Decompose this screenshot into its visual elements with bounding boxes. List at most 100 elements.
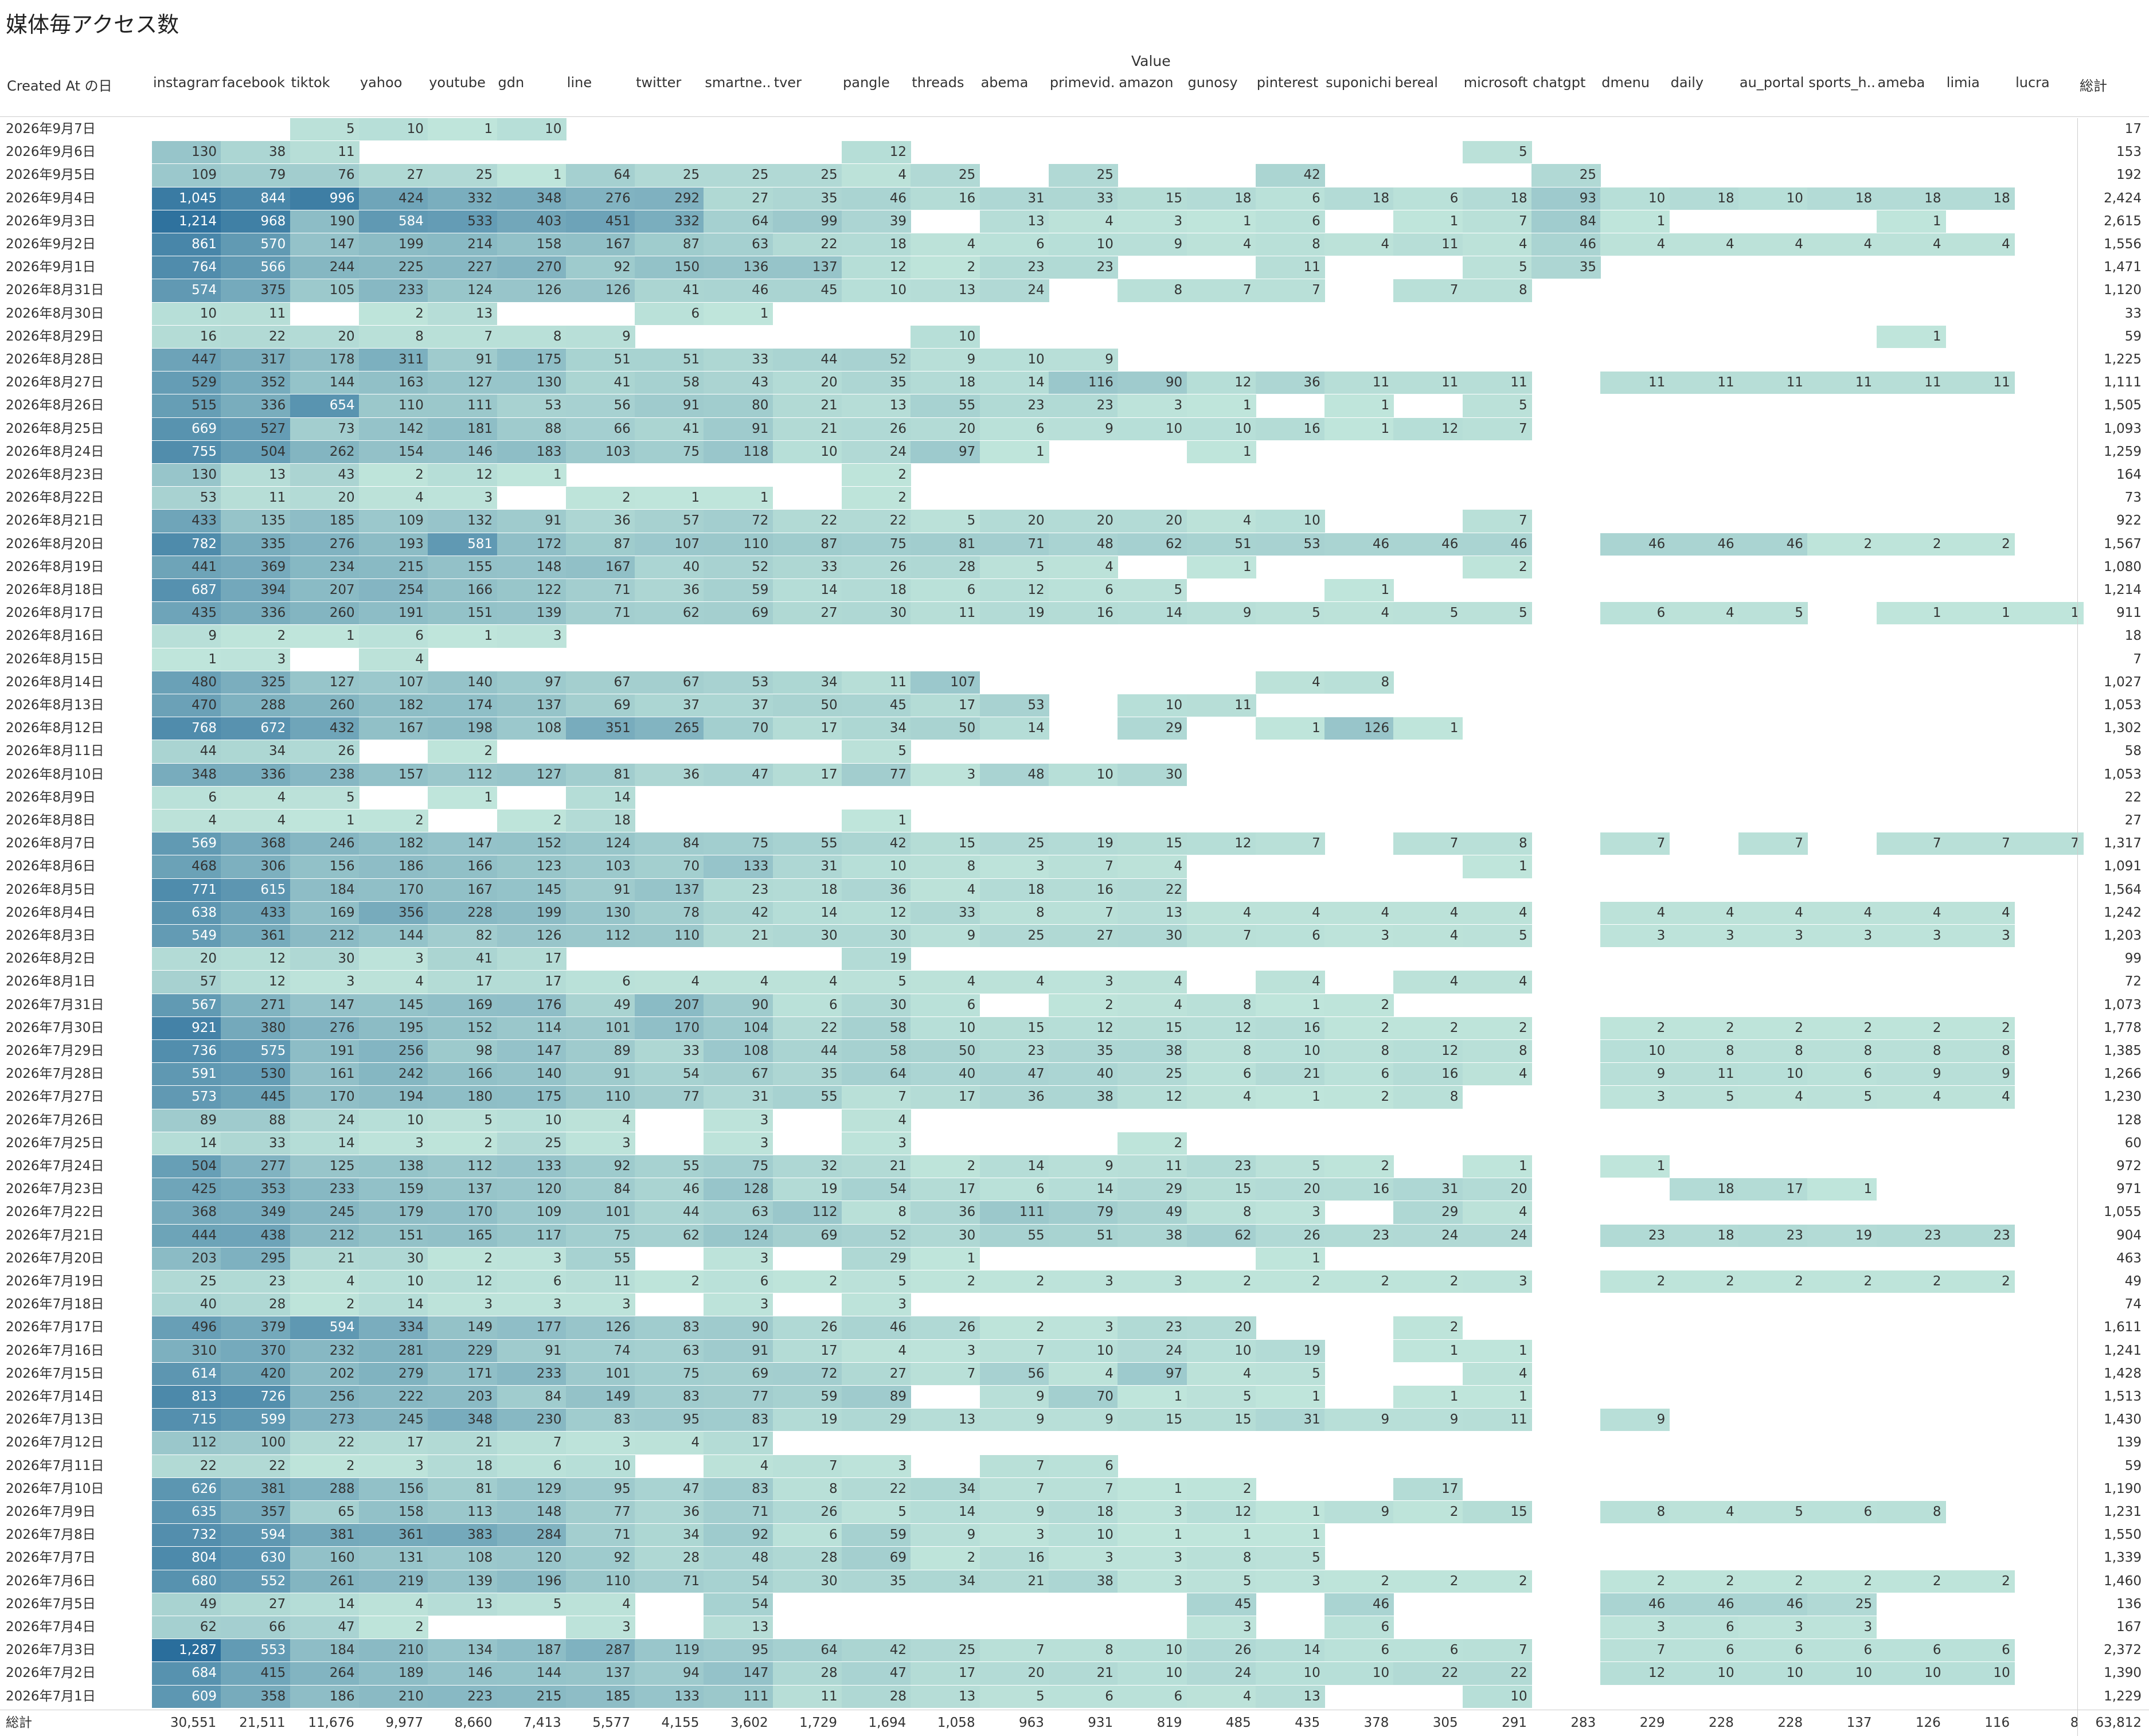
heatmap-cell: 20 [1255, 1178, 1325, 1201]
heatmap-cell: 44 [635, 1201, 705, 1224]
row-date: 2026年8月11日 [6, 744, 104, 759]
heatmap-cell: 174 [428, 694, 498, 717]
column-total: 1,694 [868, 1715, 907, 1730]
row-total: 49 [2124, 1274, 2142, 1289]
heatmap-cell: 921 [152, 1016, 221, 1039]
heatmap-cell: 18 [1669, 1178, 1739, 1201]
heatmap-cell: 30 [1118, 763, 1187, 786]
heatmap-cell: 1 [1462, 1386, 1532, 1409]
heatmap-cell: 33 [221, 1132, 291, 1155]
heatmap-cell: 37 [635, 694, 705, 717]
heatmap-cell: 352 [221, 372, 291, 394]
heatmap-cell: 10 [979, 349, 1049, 372]
heatmap-cell: 654 [290, 394, 360, 417]
heatmap-cell: 9 [1324, 1501, 1394, 1524]
heatmap-cell: 444 [152, 1224, 221, 1247]
column-total: 963 [1018, 1715, 1044, 1730]
heatmap-cell: 3 [1462, 1270, 1532, 1293]
row-total: 1,471 [2104, 260, 2142, 275]
row-total: 972 [2116, 1159, 2142, 1174]
heatmap-cell: 4 [1186, 510, 1256, 533]
heatmap-cell: 2 [1255, 1270, 1325, 1293]
column-total: 819 [1156, 1715, 1182, 1730]
heatmap-cell: 26 [290, 740, 360, 763]
heatmap-cell: 48 [1048, 533, 1118, 556]
column-header-20: chatgpt [1533, 75, 1586, 91]
heatmap-cell: 4 [1876, 901, 1946, 924]
heatmap-cell: 62 [635, 602, 705, 625]
heatmap-cell: 8 [1186, 1201, 1256, 1224]
heatmap-cell: 69 [842, 1547, 911, 1570]
heatmap-cell: 3 [1118, 210, 1187, 233]
heatmap-cell: 435 [152, 602, 221, 625]
heatmap-cell: 15 [1118, 1409, 1187, 1432]
heatmap-cell: 10 [1876, 1662, 1946, 1685]
heatmap-cell: 89 [152, 1109, 221, 1132]
heatmap-cell: 193 [358, 533, 428, 556]
heatmap-cell: 232 [290, 1339, 360, 1362]
heatmap-cell: 262 [290, 440, 360, 463]
heatmap-cell: 2 [979, 1316, 1049, 1339]
row-total: 1,390 [2104, 1665, 2142, 1681]
heatmap-cell: 1 [1600, 1155, 1670, 1178]
heatmap-cell: 771 [152, 878, 221, 901]
heatmap-cell: 630 [221, 1547, 291, 1570]
heatmap-cell: 684 [152, 1662, 221, 1685]
heatmap-cell: 527 [221, 417, 291, 440]
heatmap-cell: 28 [772, 1662, 842, 1685]
heatmap-cell: 424 [358, 187, 428, 210]
heatmap-cell: 6 [1393, 187, 1463, 210]
column-total: 378 [1363, 1715, 1389, 1730]
heatmap-cell: 46 [1462, 533, 1532, 556]
heatmap-cell: 144 [358, 925, 428, 948]
row-date: 2026年7月2日 [6, 1665, 96, 1681]
heatmap-cell: 12 [1186, 1016, 1256, 1039]
heatmap-cell: 4 [290, 1270, 360, 1293]
row-date: 2026年7月13日 [6, 1412, 104, 1428]
heatmap-cell: 91 [497, 510, 566, 533]
heatmap-cell: 5 [1462, 602, 1532, 625]
heatmap-cell: 56 [979, 1362, 1049, 1385]
heatmap-cell: 12 [1186, 832, 1256, 855]
heatmap-cell: 34 [842, 717, 911, 740]
heatmap-cell: 5 [1807, 1086, 1877, 1109]
heatmap-cell: 126 [1324, 717, 1394, 740]
column-total: 116 [1984, 1715, 2010, 1730]
heatmap-cell: 726 [221, 1386, 291, 1409]
heatmap-cell: 2 [358, 810, 428, 832]
heatmap-cell: 146 [428, 1662, 498, 1685]
heatmap-cell: 5 [842, 1501, 911, 1524]
heatmap-cell: 18 [1462, 187, 1532, 210]
heatmap-cell: 17 [911, 694, 980, 717]
heatmap-cell: 41 [565, 372, 635, 394]
row-total: 971 [2116, 1182, 2142, 1197]
heatmap-cell: 270 [497, 256, 566, 279]
heatmap-cell: 191 [358, 602, 428, 625]
heatmap-cell: 11 [1186, 694, 1256, 717]
row-date: 2026年8月8日 [6, 813, 96, 828]
heatmap-cell: 58 [842, 1016, 911, 1039]
heatmap-cell: 12 [221, 971, 291, 994]
heatmap-cell: 375 [221, 279, 291, 302]
heatmap-cell: 75 [704, 832, 773, 855]
heatmap-cell: 11 [1393, 233, 1463, 256]
heatmap-cell: 17 [1393, 1477, 1463, 1500]
heatmap-cell: 361 [358, 1524, 428, 1547]
heatmap-cell: 626 [152, 1477, 221, 1500]
row-date: 2026年8月30日 [6, 306, 104, 321]
heatmap-cell: 29 [1393, 1201, 1463, 1224]
heatmap-cell: 43 [704, 372, 773, 394]
column-total: 485 [1225, 1715, 1251, 1730]
heatmap-cell: 46 [1600, 533, 1670, 556]
row-date: 2026年7月16日 [6, 1343, 104, 1358]
heatmap-cell: 4 [1393, 925, 1463, 948]
heatmap-cell: 2 [1393, 1501, 1463, 1524]
row-date: 2026年8月13日 [6, 698, 104, 713]
heatmap-cell: 147 [290, 233, 360, 256]
heatmap-cell: 1 [1945, 602, 2015, 625]
heatmap-cell: 7 [772, 1455, 842, 1477]
heatmap-cell: 156 [358, 1477, 428, 1500]
column-total: 931 [1088, 1715, 1113, 1730]
row-total: 17 [2124, 122, 2142, 136]
row-total: 18 [2124, 628, 2142, 644]
